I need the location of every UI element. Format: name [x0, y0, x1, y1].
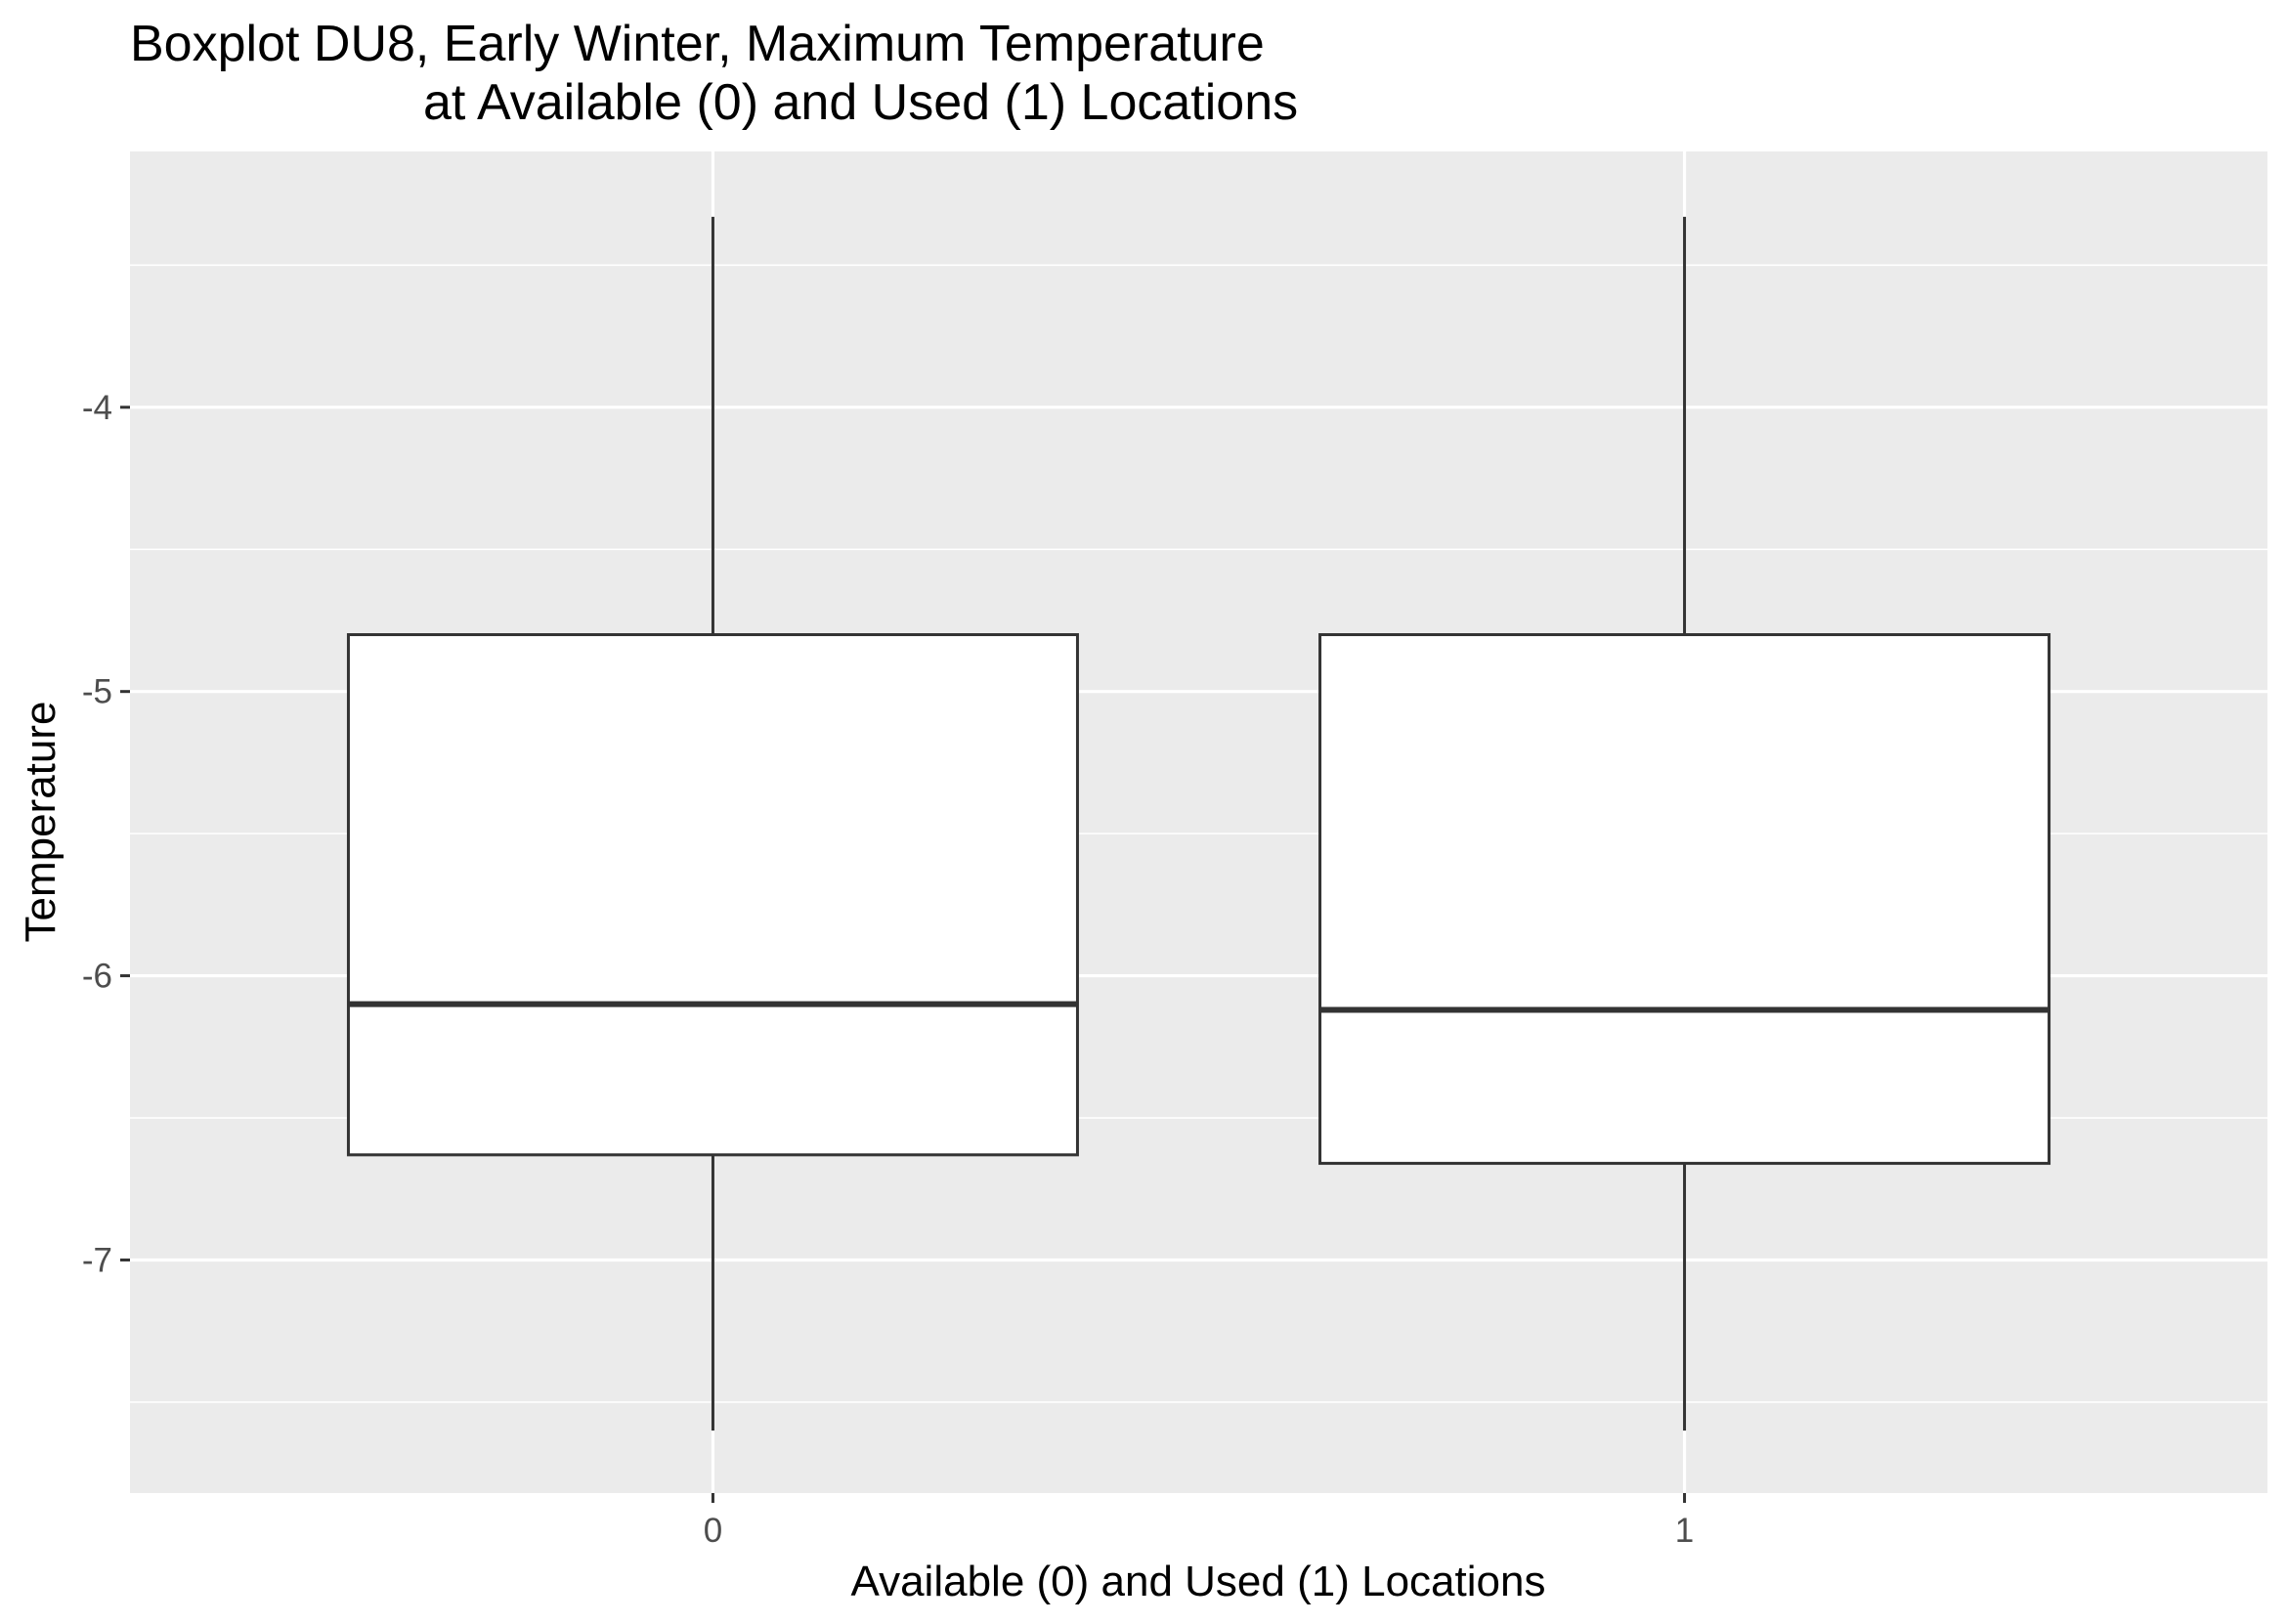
y-axis-ticks: -7 -6 -5 -4	[82, 389, 130, 1279]
y-tick-label: -5	[82, 673, 112, 711]
boxplot-0	[346, 216, 1079, 1432]
x-tick-label: 1	[1675, 1512, 1694, 1550]
box-iqr	[346, 633, 1079, 1157]
x-tick-label: 0	[704, 1512, 722, 1550]
chart-title-line1: Boxplot DU8, Early Winter, Maximum Tempe…	[130, 16, 1265, 72]
chart-title-line2: at Available (0) and Used (1) Locations	[423, 74, 1298, 131]
y-axis-title: Temperature	[17, 701, 65, 942]
y-tick-label: -6	[82, 958, 112, 996]
x-axis-title: Available (0) and Used (1) Locations	[851, 1558, 1546, 1605]
y-tick-label: -7	[82, 1241, 112, 1279]
box-layer	[346, 216, 2051, 1432]
boxplot-1	[1318, 216, 2051, 1432]
box-iqr	[1318, 633, 2051, 1166]
y-tick-label: -4	[82, 389, 112, 427]
